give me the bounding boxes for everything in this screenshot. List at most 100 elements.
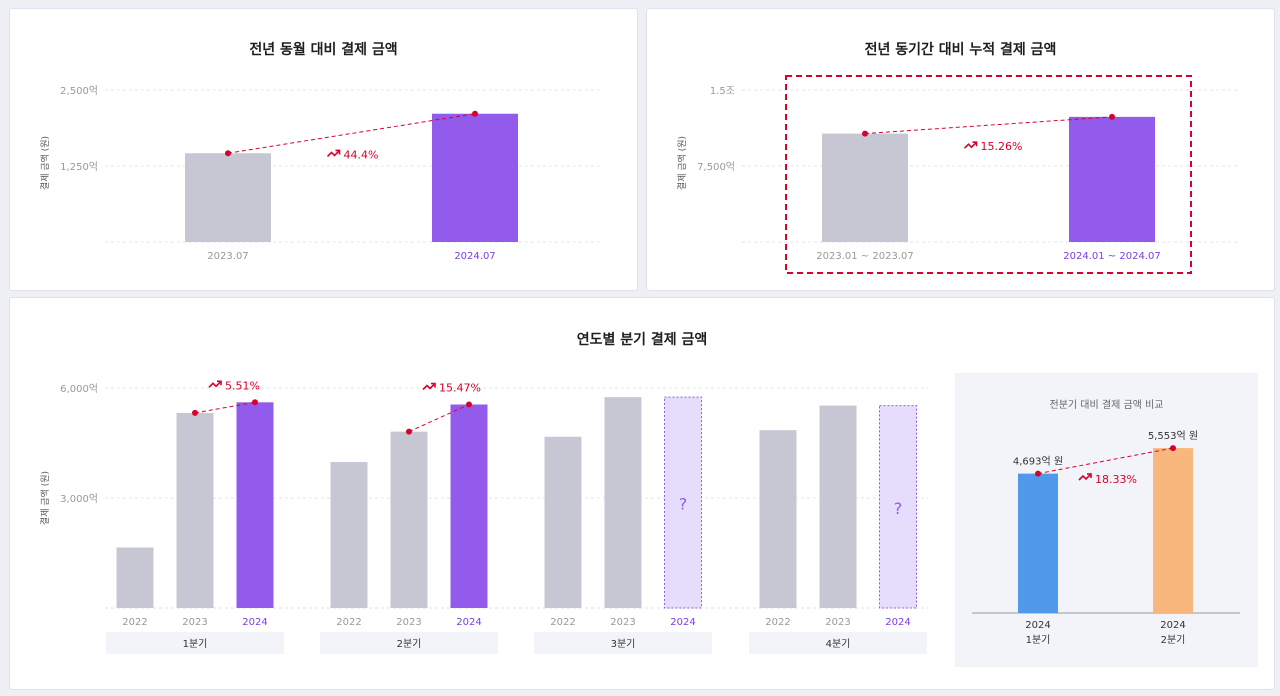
unknown-mark: ?: [679, 495, 688, 514]
trend-up-icon-head: [1087, 473, 1092, 478]
bar: [185, 153, 271, 242]
trend-up-icon-head: [335, 149, 341, 155]
data-point: [466, 401, 472, 408]
trend-line: [864, 116, 1113, 135]
bar: [604, 397, 642, 608]
bar: [1018, 473, 1058, 613]
bar: [759, 430, 797, 608]
y-tick-label: 7,500억: [697, 161, 735, 173]
bar: [176, 412, 214, 608]
x-tick-label: 2분기: [1161, 634, 1186, 646]
bar: [390, 431, 428, 608]
trend-up-icon-head: [431, 382, 436, 388]
data-point: [1109, 113, 1115, 120]
data-point: [472, 110, 478, 117]
data-point: [406, 428, 412, 435]
chart-title: 전년 동월 대비 결제 금액: [249, 42, 398, 58]
bar: [1069, 116, 1155, 242]
trend-line: [1037, 447, 1174, 475]
x-tick-label: 2022: [122, 617, 147, 628]
value-label: 4,693억 원: [1013, 456, 1063, 468]
yoy-cumulative-card: 전년 동기간 대비 누적 결제 금액 1.5조 7,500억 결제 금액 (원) 20…: [646, 8, 1275, 291]
value-label: 5,553억 원: [1148, 430, 1198, 442]
x-tick-label: 2022: [765, 617, 790, 628]
quarter-label-bg: [749, 632, 927, 654]
x-tick-label: 2024: [1160, 620, 1185, 631]
quarter-label-bg: [534, 632, 712, 654]
x-tick-label: 2024: [1025, 620, 1050, 631]
chart-title: 연도별 분기 결제 금액: [576, 332, 708, 348]
yoy-cumulative-chart: 1.5조 7,500억 결제 금액 (원) 2023.01 ~ 2023.07 2024…: [676, 75, 1237, 274]
y-tick-label: 6,000억: [60, 383, 98, 395]
x-tick-label: 2023.07: [207, 251, 248, 262]
chart-title: 전년 동기간 대비 누적 결제 금액: [864, 42, 1057, 58]
x-tick-label: 2024.07: [454, 251, 495, 262]
x-tick-label: 2023: [396, 617, 421, 628]
placeholder-bar: [664, 396, 702, 609]
bar: [450, 404, 488, 608]
trend-up-icon-head: [972, 141, 978, 147]
quarter-label-bg: [320, 632, 498, 654]
x-tick-label: 2024.01 ~ 2024.07: [1063, 251, 1160, 262]
y-axis-label: 결제 금액 (원): [676, 136, 688, 190]
quarter-label: 2분기: [397, 638, 422, 650]
trend-line: [408, 404, 470, 433]
change-label: 18.33%: [1095, 473, 1137, 486]
bar: [236, 402, 274, 608]
highlight-box: [785, 75, 1192, 274]
data-point: [192, 409, 198, 416]
bar: [330, 462, 368, 608]
x-tick-label: 2023.01 ~ 2023.07: [816, 251, 913, 262]
x-tick-label: 2024: [885, 617, 910, 628]
x-tick-label: 2023: [182, 617, 207, 628]
y-tick-label: 1,250억: [60, 161, 98, 173]
y-axis-label: 결제 금액 (원): [39, 136, 51, 190]
trend-up-icon: [1078, 473, 1092, 481]
data-point: [1170, 445, 1176, 452]
data-point: [1035, 470, 1041, 477]
yoy-month-chart: 2,500억 1,250억 결제 금액 (원) 2023.07 2024.07 44.4%: [39, 85, 600, 262]
change-label: 15.26%: [981, 140, 1023, 153]
x-tick-label: 2024: [456, 617, 481, 628]
trend-up-icon: [963, 141, 978, 149]
data-point: [862, 130, 868, 137]
data-point: [225, 150, 231, 157]
bar: [116, 547, 154, 608]
prev-quarter-panel: 전분기 대비 결제 금액 비교 4,693억 원 2024 1분기 5,553억 원 2…: [955, 373, 1258, 667]
change-label: 44.4%: [344, 148, 379, 161]
trend-up-icon: [326, 149, 341, 158]
y-tick-label: 1.5조: [710, 86, 735, 97]
trend-up-icon: [208, 380, 222, 388]
yoy-month-card: 전년 동월 대비 결제 금액 2,500억 1,250억 결제 금액 (원) 2023…: [9, 8, 638, 291]
x-tick-label: 1분기: [1026, 634, 1051, 646]
trend-up-icon-head: [217, 380, 222, 386]
bar: [544, 436, 582, 608]
quarter-label: 1분기: [183, 638, 208, 650]
placeholder-bar: [879, 405, 917, 609]
change-label: 5.51%: [225, 379, 260, 392]
x-tick-label: 2023: [610, 617, 635, 628]
x-tick-label: 2024: [670, 617, 695, 628]
prev-quarter-chart: 4,693억 원 2024 1분기 5,553억 원 2024 2분기 18.33%: [972, 430, 1240, 646]
quarterly-card: 연도별 분기 결제 금액 6,000억 3,000억 결제 금액 (원) 2022 20…: [9, 297, 1275, 690]
chart-title: 전분기 대비 결제 금액 비교: [1049, 400, 1164, 411]
y-tick-label: 2,500억: [60, 85, 98, 97]
data-point: [252, 399, 258, 406]
trend-up-icon: [422, 382, 436, 391]
trend-line: [194, 401, 256, 414]
y-tick-label: 3,000억: [60, 493, 98, 505]
bar: [1153, 448, 1193, 613]
quarter-label: 4분기: [826, 638, 851, 650]
x-tick-label: 2022: [336, 617, 361, 628]
quarterly-chart: 6,000억 3,000억 결제 금액 (원) 2022 2023 2024 5.51% 1분…: [39, 379, 928, 654]
unknown-mark: ?: [894, 499, 903, 518]
bar: [432, 113, 518, 242]
x-tick-label: 2023: [825, 617, 850, 628]
x-tick-label: 2022: [550, 617, 575, 628]
x-tick-label: 2024: [242, 617, 267, 628]
quarter-label: 3분기: [611, 638, 636, 650]
quarter-label-bg: [106, 632, 284, 654]
bar: [819, 405, 857, 608]
y-axis-label: 결제 금액 (원): [39, 471, 51, 525]
change-label: 15.47%: [439, 382, 481, 395]
